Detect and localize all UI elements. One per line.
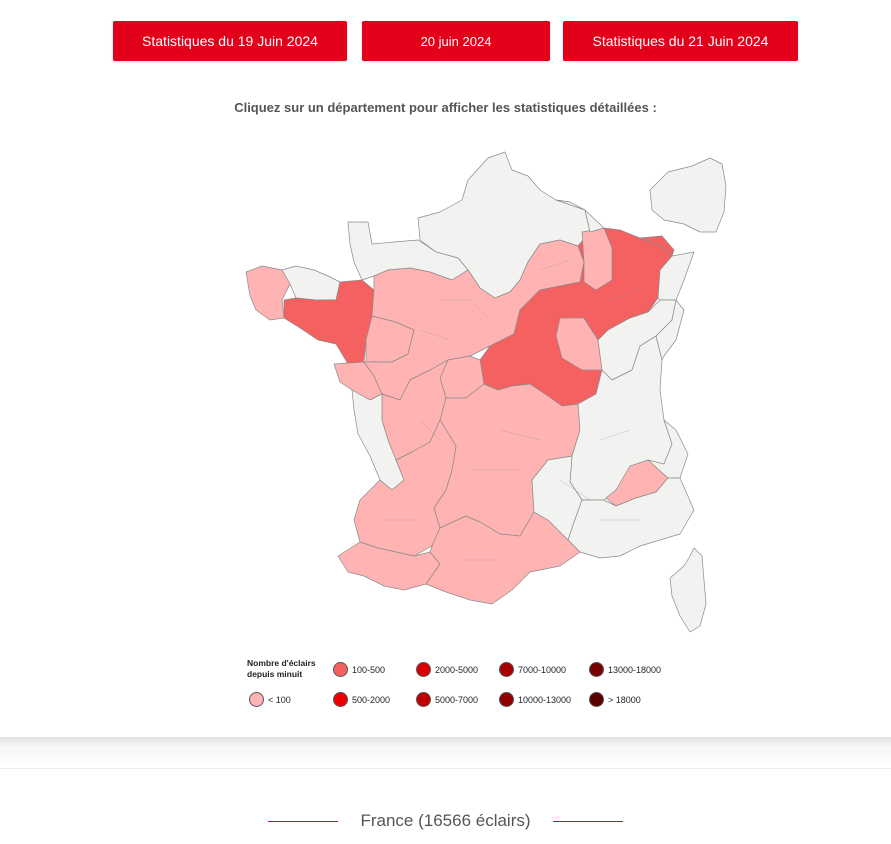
map-legend: Nombre d'éclairs depuis minuit < 100 100… (247, 656, 697, 716)
department-finistere[interactable] (245, 265, 291, 321)
department-doubs[interactable] (639, 299, 685, 361)
department-cote-dor[interactable] (555, 317, 603, 371)
legend-swatch (249, 692, 264, 707)
france-departments-map (245, 151, 727, 633)
legend-swatch (589, 692, 604, 707)
department-corse[interactable] (669, 547, 707, 633)
legend-label: 5000-7000 (435, 694, 479, 705)
france-total-title: France (16566 éclairs) (360, 811, 531, 830)
department-region-occitanie[interactable] (425, 511, 581, 605)
legend-item-6: 10000-13000 (499, 692, 571, 707)
legend-item-1: 100-500 (333, 662, 385, 677)
legend-label: 500-2000 (352, 694, 391, 705)
date-navigation: Statistiques du 19 Juin 2024 20 juin 202… (0, 21, 891, 62)
section-divider (0, 737, 891, 769)
map-instruction: Cliquez sur un département pour afficher… (234, 100, 657, 115)
legend-label: > 18000 (608, 694, 641, 705)
heading-rule-left (268, 820, 339, 822)
legend-label: 10000-13000 (518, 694, 572, 705)
section-divider-line (0, 768, 891, 769)
legend-item-8: > 18000 (589, 692, 641, 707)
previous-day-button[interactable]: Statistiques du 19 Juin 2024 (113, 21, 347, 61)
department-region-belgique-frontiere[interactable] (555, 199, 605, 233)
legend-label: < 100 (268, 694, 291, 705)
department-region-aquitaine[interactable] (353, 419, 457, 557)
legend-swatch (499, 692, 514, 707)
legend-item-4: 5000-7000 (416, 692, 478, 707)
legend-label: 100-500 (352, 664, 386, 675)
legend-label: 7000-10000 (518, 664, 567, 675)
legend-title-line1: Nombre d'éclairs (247, 658, 316, 668)
legend-swatch (416, 662, 431, 677)
department-cotes-armor[interactable] (281, 265, 341, 301)
legend-swatch (333, 692, 348, 707)
legend-title: Nombre d'éclairs depuis minuit (247, 658, 337, 680)
department-region-luxembourg[interactable] (649, 157, 727, 233)
department-bas-rhin[interactable] (639, 235, 675, 257)
legend-item-3: 2000-5000 (416, 662, 478, 677)
legend-label: 13000-18000 (608, 664, 662, 675)
legend-swatch (416, 692, 431, 707)
heading-rule-right (552, 820, 623, 822)
legend-item-0: < 100 (249, 692, 291, 707)
legend-swatch (499, 662, 514, 677)
legend-label: 2000-5000 (435, 664, 479, 675)
current-date-button[interactable]: 20 juin 2024 (362, 21, 550, 61)
legend-swatch (589, 662, 604, 677)
department-vosges[interactable] (581, 227, 613, 291)
department-region-languedoc[interactable] (531, 455, 583, 541)
legend-title-line2: depuis minuit (247, 669, 303, 679)
next-day-button[interactable]: Statistiques du 21 Juin 2024 (563, 21, 798, 61)
legend-item-2: 500-2000 (333, 692, 390, 707)
legend-swatch (333, 662, 348, 677)
legend-item-5: 7000-10000 (499, 662, 566, 677)
legend-item-7: 13000-18000 (589, 662, 661, 677)
france-section-heading: France (16566 éclairs) (0, 811, 891, 831)
